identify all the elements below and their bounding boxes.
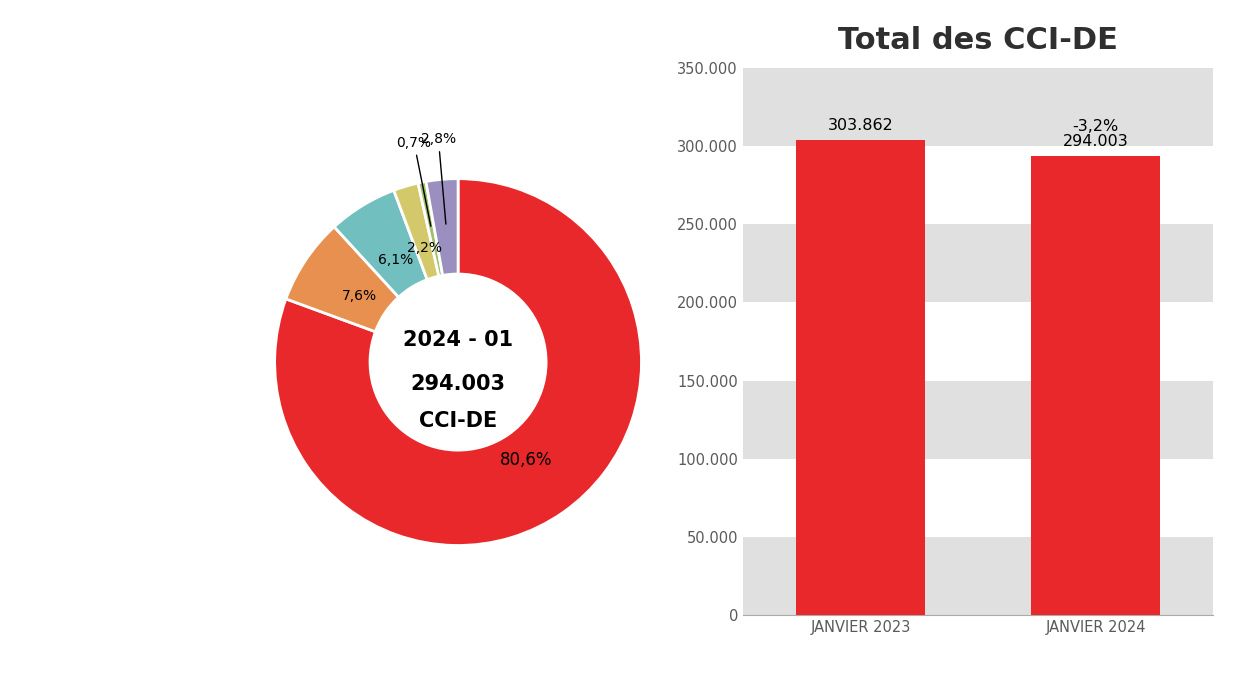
Wedge shape bbox=[426, 179, 458, 275]
Bar bbox=[743, 303, 1213, 380]
Text: 2,8%: 2,8% bbox=[421, 133, 456, 224]
Bar bbox=[743, 380, 1213, 458]
Bar bbox=[743, 146, 1213, 225]
Wedge shape bbox=[286, 227, 399, 332]
Wedge shape bbox=[334, 191, 427, 297]
Text: 294.003: 294.003 bbox=[1062, 135, 1129, 150]
Text: 2024 - 01: 2024 - 01 bbox=[404, 330, 513, 350]
Text: 303.862: 303.862 bbox=[827, 117, 894, 133]
Text: 2,2%: 2,2% bbox=[406, 241, 442, 255]
Wedge shape bbox=[275, 179, 641, 546]
Bar bbox=[743, 458, 1213, 537]
Text: -3,2%: -3,2% bbox=[1072, 119, 1119, 134]
Text: 6,1%: 6,1% bbox=[378, 253, 413, 268]
Wedge shape bbox=[418, 182, 443, 276]
Text: 0,7%: 0,7% bbox=[396, 136, 432, 226]
Text: 80,6%: 80,6% bbox=[500, 451, 552, 469]
Bar bbox=[1031, 156, 1160, 615]
Text: 7,6%: 7,6% bbox=[342, 289, 376, 303]
Bar bbox=[796, 140, 925, 615]
Wedge shape bbox=[394, 183, 438, 279]
Title: Total des CCI-DE: Total des CCI-DE bbox=[838, 26, 1118, 55]
Bar bbox=[743, 68, 1213, 146]
Bar bbox=[743, 537, 1213, 615]
Text: 294.003: 294.003 bbox=[411, 374, 505, 394]
Text: CCI-DE: CCI-DE bbox=[418, 410, 498, 431]
Bar bbox=[743, 225, 1213, 303]
